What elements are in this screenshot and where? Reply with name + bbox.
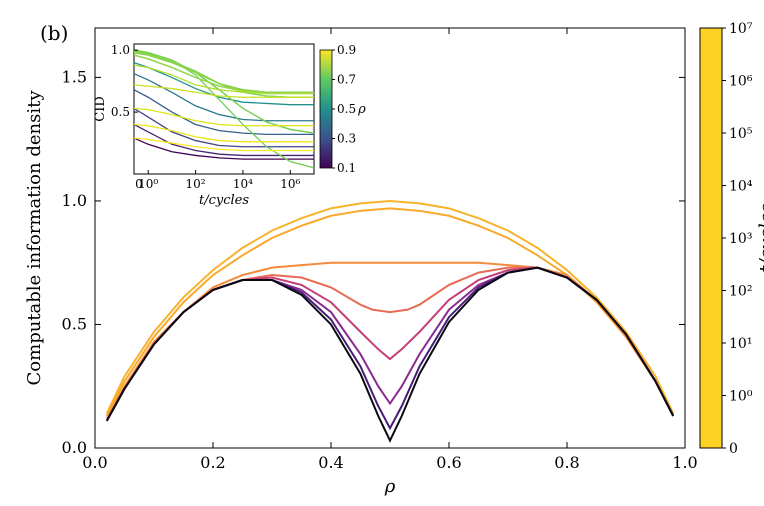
main-xtick-label: 0.2	[200, 453, 225, 472]
inset-colorbar-tick-label: 0.3	[337, 132, 356, 146]
main-colorbar-tick-label: 10⁵	[729, 126, 753, 142]
main-curves	[107, 201, 673, 441]
inset-ytick-label: 1.0	[111, 43, 130, 57]
inset-colorbar-tick-label: 0.1	[337, 161, 356, 175]
main-ytick-label: 0.5	[62, 314, 87, 333]
inset-ytick-label: 0.5	[111, 105, 130, 119]
main-colorbar-tick-label: 10⁴	[729, 179, 753, 195]
inset-colorbar-label: ρ	[357, 102, 366, 117]
panel-label: (b)	[40, 21, 68, 45]
main-axes: 0.00.20.40.60.81.0 0.00.51.01.5 ρ Comput…	[24, 28, 698, 497]
inset-colorbar-tick-label: 0.7	[337, 73, 356, 87]
inset-colorbar-tick-label: 0.5	[337, 102, 356, 116]
inset-curve	[134, 65, 314, 93]
figure-svg: (b) 0.00.20.40.60.81.0 0.00.51.01.5 ρ Co…	[0, 0, 764, 502]
main-xtick-label: 0.8	[554, 453, 579, 472]
main-xtick-label: 1.0	[672, 453, 697, 472]
main-xtick-label: 0.6	[436, 453, 461, 472]
main-colorbar-label: t/cycles	[756, 203, 764, 272]
main-colorbar-tick-label: 10³	[729, 231, 752, 247]
inset-curves	[134, 50, 314, 168]
inset-ylabel: CID	[93, 96, 108, 122]
main-xtick-label: 0.4	[318, 453, 343, 472]
inset-xtick-label: 10⁰	[138, 177, 158, 191]
inset-colorbar-tick-label: 0.9	[337, 43, 356, 57]
main-colorbar: 0 10⁰ 10¹ 10² 10³ 10⁴ 10⁵ 10⁶ 10⁷ t/cycles	[700, 21, 764, 457]
main-ytick-label: 0.0	[62, 438, 87, 457]
inset-xlabel: t/cycles	[199, 193, 249, 208]
inset-colorbar: 0.1 0.3 0.5 0.7 0.9 ρ	[320, 43, 366, 175]
main-ylabel: Computable information density	[24, 90, 45, 386]
main-curve	[107, 263, 673, 419]
main-colorbar-tick-label: 10⁰	[729, 389, 753, 405]
main-xticks: 0.00.20.40.60.81.0	[82, 28, 697, 472]
main-colorbar-tick-label: 10⁶	[729, 74, 753, 90]
inset-curve	[134, 63, 314, 105]
main-colorbar-tick-label: 10⁷	[729, 21, 753, 37]
inset-axes: 010⁰10²10⁴10⁶ 0.51.0 t/cycles CID	[93, 43, 314, 208]
main-ytick-label: 1.0	[62, 191, 87, 210]
main-curve	[107, 201, 673, 413]
inset-xtick-label: 10⁶	[280, 177, 300, 191]
inset-curve	[134, 108, 314, 125]
main-xlabel: ρ	[384, 476, 396, 497]
main-colorbar-tick-label: 0	[729, 441, 738, 457]
inset-xtick-label: 10⁴	[233, 177, 253, 191]
main-ytick-label: 1.5	[62, 67, 87, 86]
inset-xtick-label: 10²	[186, 177, 206, 191]
main-colorbar-tick-label: 10¹	[729, 336, 752, 352]
main-colorbar-tick-label: 10²	[729, 284, 752, 300]
